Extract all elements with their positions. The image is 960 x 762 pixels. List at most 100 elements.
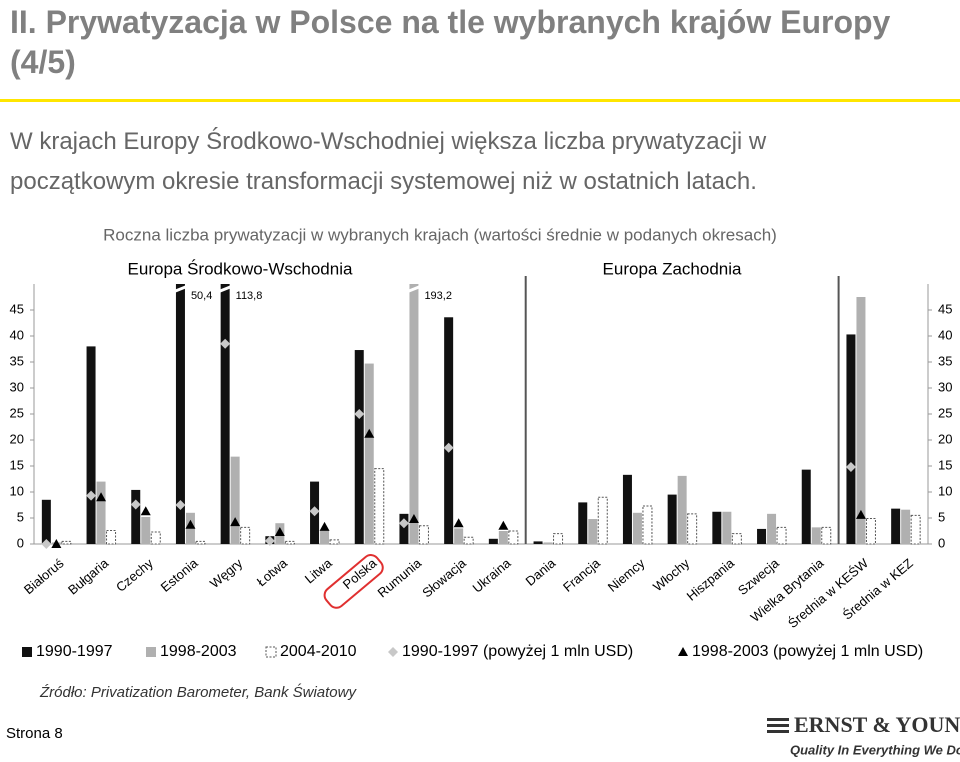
x-tick-label: Rumunia: [375, 555, 425, 600]
legend-swatch: [22, 647, 32, 657]
bar: [409, 284, 419, 544]
bar: [444, 317, 454, 544]
bar: [454, 528, 464, 544]
bar: [856, 297, 866, 544]
x-tick-label: Ukraina: [470, 555, 515, 596]
bar: [901, 509, 911, 544]
bar: [106, 529, 117, 545]
triangle-marker: [319, 521, 330, 531]
x-tick-label: Białoruś: [21, 555, 67, 597]
triangle-marker: [498, 520, 509, 530]
bar: [131, 489, 141, 544]
triangle-marker: [140, 506, 151, 516]
x-tick-label: Węgry: [207, 555, 246, 591]
x-tick-label: Hiszpania: [684, 555, 738, 604]
bar: [722, 511, 732, 544]
y-tick-label: 30: [938, 379, 952, 394]
bar: [86, 346, 96, 544]
x-tick-label: Czechy: [113, 555, 156, 595]
bar: [533, 541, 543, 544]
y-tick-label: 40: [938, 327, 952, 342]
bar: [891, 508, 901, 544]
bar: [96, 481, 106, 544]
x-tick-label: Francja: [560, 555, 603, 595]
bar: [195, 540, 206, 545]
bar: [667, 494, 677, 544]
bar: [354, 350, 364, 544]
bar: [767, 513, 777, 544]
page-number: Strona 8: [6, 725, 63, 742]
diamond-marker: [443, 442, 454, 453]
logo-brand: ERNST & YOUNG: [794, 712, 960, 737]
y-tick-label: 25: [938, 405, 952, 420]
bar: [553, 533, 564, 545]
x-tick-label: Średnia w KEŚW: [785, 555, 872, 631]
y-tick-label: 35: [10, 353, 24, 368]
diamond-marker: [130, 499, 141, 510]
group-label: Europa Zachodnia: [603, 259, 742, 278]
bar: [776, 526, 787, 545]
bar: [284, 540, 295, 545]
diamond-marker: [354, 409, 365, 419]
legend-label: 1990-1997: [36, 643, 113, 660]
bar: [150, 531, 161, 545]
triangle-marker: [51, 539, 62, 548]
logo-slogan: Quality In Everything We Do: [790, 742, 960, 757]
slide-title: II. Prywatyzacja w Polsce na tle wybrany…: [10, 4, 891, 80]
y-tick-label: 45: [10, 301, 24, 316]
bar: [597, 496, 608, 545]
y-tick-label: 30: [10, 379, 24, 394]
logo-bar: [767, 718, 789, 721]
bar: [320, 531, 330, 544]
x-tick-label: Litwa: [302, 555, 335, 586]
y-tick-label: 15: [938, 457, 952, 472]
diamond-marker: [845, 462, 856, 473]
bar: [141, 516, 151, 544]
bar: [498, 531, 508, 544]
x-tick-label: Bułgaria: [65, 555, 112, 598]
triangle-marker: [274, 527, 285, 537]
y-tick-label: 40: [10, 327, 24, 342]
logo-bar: [767, 724, 789, 727]
diamond-marker: [264, 535, 275, 546]
diamond-marker: [86, 490, 97, 501]
legend-label: 1998-2003: [160, 643, 237, 660]
bar: [632, 512, 642, 544]
bar: [712, 511, 722, 544]
y-tick-label: 35: [938, 353, 952, 368]
diamond-marker: [220, 338, 231, 349]
bar: [329, 539, 340, 545]
bar: [910, 514, 921, 545]
title-rule: [0, 99, 960, 102]
bar: [821, 526, 832, 545]
bar: [175, 284, 185, 544]
axis-break: [405, 284, 423, 294]
bar: [508, 530, 519, 545]
diamond-marker: [398, 518, 409, 529]
y-tick-label: 0: [938, 535, 945, 550]
x-tick-label: Łotwa: [254, 555, 291, 589]
x-tick-label: Estonia: [158, 555, 201, 595]
bar: [61, 540, 72, 545]
y-tick-label: 5: [938, 509, 945, 524]
bar: [811, 527, 821, 544]
source: Źródło: Privatization Barometer, Bank Św…: [39, 683, 357, 701]
y-tick-label: 20: [10, 431, 24, 446]
bar: [622, 474, 632, 544]
triangle-marker: [230, 517, 241, 527]
bar: [463, 536, 474, 545]
legend-swatch: [146, 647, 156, 657]
bar: [642, 505, 653, 545]
data-label: 50,4: [191, 290, 212, 302]
diamond-marker: [175, 500, 186, 510]
axis-break: [172, 284, 189, 294]
bar: [687, 513, 698, 545]
triangle-marker: [408, 514, 419, 524]
y-tick-label: 15: [10, 457, 24, 472]
group-label: Europa Środkowo-Wschodnia: [128, 259, 353, 278]
bar: [399, 513, 409, 544]
data-label: 193,2: [424, 290, 452, 302]
bar: [230, 456, 240, 544]
highlight: [323, 554, 384, 609]
legend-label: 2004-2010: [280, 643, 357, 660]
